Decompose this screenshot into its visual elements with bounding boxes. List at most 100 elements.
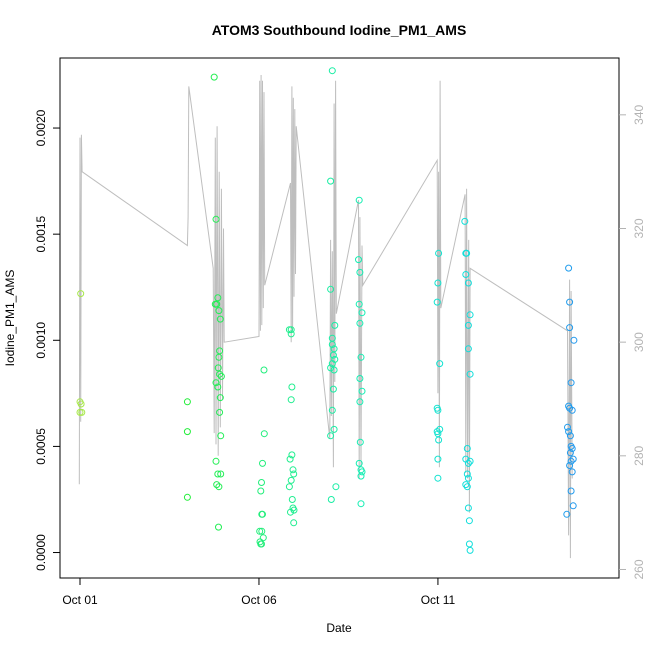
data-point: [215, 483, 223, 491]
data-point: [212, 215, 220, 223]
data-point: [463, 470, 471, 478]
data-point: [355, 459, 363, 467]
data-point: [568, 468, 576, 476]
data-point: [567, 379, 575, 387]
data-point: [289, 466, 297, 474]
data-point: [356, 375, 364, 382]
data-point: [259, 510, 266, 518]
data-point: [434, 406, 442, 414]
data-point: [259, 459, 266, 467]
data-point: [287, 508, 294, 516]
data-point: [433, 298, 441, 306]
data-point: [327, 364, 335, 372]
secondary-y-axis: 260 280 300 320 340: [619, 104, 646, 579]
data-point: [260, 430, 268, 438]
data-point: [569, 455, 577, 463]
data-point: [183, 398, 191, 406]
secondary-series-line: [78, 74, 573, 559]
data-point: [566, 462, 574, 469]
data-point: [356, 268, 364, 276]
data-point: [213, 300, 221, 308]
secondary-series: [78, 74, 573, 559]
data-point: [260, 366, 268, 374]
data-point: [358, 387, 366, 395]
x-tick-label: Oct 06: [241, 593, 277, 607]
data-point: [217, 372, 225, 380]
data-point: [565, 428, 573, 436]
data-point: [183, 493, 191, 501]
chart-title: ATOM3 Southbound Iodine_PM1_AMS: [212, 22, 467, 38]
data-point: [288, 496, 296, 503]
data-point: [567, 487, 575, 495]
data-point: [287, 330, 295, 338]
data-point: [214, 383, 222, 391]
y2-tick-label: 300: [632, 332, 646, 352]
data-point: [435, 249, 443, 257]
data-point: [434, 455, 442, 463]
data-point: [286, 455, 294, 463]
data-point: [216, 370, 224, 378]
data-point: [328, 67, 336, 75]
y-axis: 0.0000 0.0005 0.0010 0.0015 0.0020: [34, 109, 60, 571]
data-point: [566, 298, 574, 306]
data-point: [183, 428, 191, 436]
data-point: [464, 321, 472, 329]
data-point: [566, 324, 574, 332]
data-point: [436, 360, 444, 368]
data-point: [567, 457, 575, 465]
data-point: [216, 408, 224, 416]
data-point: [210, 73, 218, 81]
data-point: [290, 506, 298, 514]
data-point: [466, 370, 474, 378]
data-point: [213, 481, 221, 489]
data-point: [570, 336, 578, 344]
data-point: [259, 534, 267, 542]
y2-tick-label: 280: [632, 445, 646, 465]
data-point: [216, 394, 224, 402]
data-point: [287, 326, 295, 334]
y2-tick-label: 320: [632, 218, 646, 238]
data-point: [214, 470, 222, 478]
data-point: [466, 457, 474, 465]
data-point: [214, 294, 222, 302]
data-point: [355, 196, 363, 204]
data-point: [258, 540, 265, 548]
x-tick-label: Oct 11: [421, 593, 456, 607]
data-point: [564, 423, 571, 431]
data-point: [462, 271, 470, 278]
data-point: [330, 366, 338, 374]
data-point: [566, 432, 574, 440]
data-point: [328, 341, 336, 348]
data-point: [290, 519, 298, 527]
data-point: [464, 459, 472, 467]
data-point: [565, 264, 573, 272]
y-tick-label: 0.0020: [34, 109, 48, 146]
data-point: [331, 321, 339, 329]
y2-tick-label: 260: [632, 559, 646, 579]
data-point: [257, 487, 265, 495]
data-point: [466, 546, 474, 554]
y-tick-label: 0.0015: [34, 215, 48, 252]
data-point: [358, 468, 366, 476]
data-point: [287, 396, 295, 404]
data-point: [463, 249, 471, 257]
data-point: [77, 290, 85, 298]
data-point: [356, 319, 364, 327]
data-point: [327, 285, 335, 293]
data-point: [355, 300, 363, 308]
data-point: [327, 177, 335, 185]
data-point: [357, 500, 365, 508]
data-point: [464, 474, 472, 482]
x-axis: Oct 01 Oct 06 Oct 11: [62, 578, 455, 607]
data-point: [465, 517, 473, 525]
data-point: [357, 472, 365, 480]
data-point: [215, 523, 222, 531]
data-point: [332, 483, 340, 491]
data-point: [434, 279, 442, 287]
data-point: [285, 483, 293, 491]
data-point: [328, 360, 336, 368]
data-point: [288, 383, 296, 391]
data-point: [330, 425, 338, 433]
y-tick-label: 0.0005: [34, 428, 48, 465]
